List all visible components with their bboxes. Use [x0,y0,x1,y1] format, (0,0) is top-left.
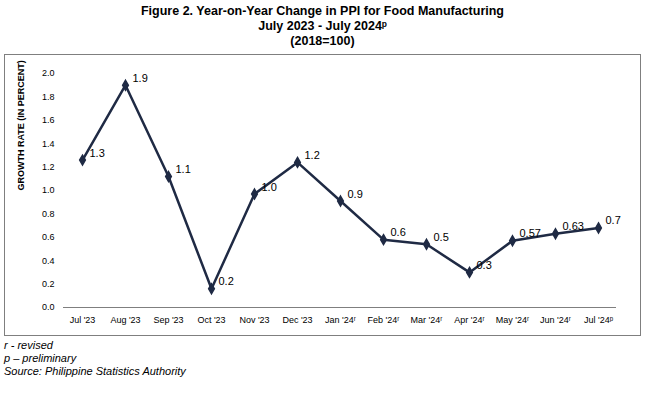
svg-text:Jun '24ʳ: Jun '24ʳ [540,315,571,325]
svg-text:0.2: 0.2 [42,279,55,289]
svg-text:1.0: 1.0 [42,185,55,195]
svg-text:Jan '24ʳ: Jan '24ʳ [325,315,356,325]
svg-text:1.2: 1.2 [305,149,320,161]
svg-text:0.5: 0.5 [434,231,449,243]
svg-text:1.4: 1.4 [42,139,55,149]
svg-text:1.0: 1.0 [262,181,277,193]
html-text:(2018=100): (2018=100) [290,34,355,48]
svg-text:0.4: 0.4 [42,256,55,266]
svg-text:Apr '24ʳ: Apr '24ʳ [454,315,484,325]
svg-text:0.3: 0.3 [477,259,492,271]
svg-text:Sep '23: Sep '23 [153,315,183,325]
svg-text:Feb '24ʳ: Feb '24ʳ [368,315,400,325]
svg-text:0.57: 0.57 [520,227,541,239]
svg-text:Aug '23: Aug '23 [110,315,140,325]
svg-text:0.8: 0.8 [42,209,55,219]
svg-text:1.9: 1.9 [133,72,148,84]
svg-text:GROWTH RATE (IN PERCENT): GROWTH RATE (IN PERCENT) [16,60,26,190]
html-text:Source: Philippine Statistics: Source: Philippine Statistics Authority [4,365,186,377]
svg-text:0.9: 0.9 [348,188,363,200]
svg-text:Dec '23: Dec '23 [282,315,312,325]
svg-text:Jul '23: Jul '23 [70,315,96,325]
svg-text:1.6: 1.6 [42,115,55,125]
svg-text:1.3: 1.3 [90,147,105,159]
svg-text:0.7: 0.7 [606,214,621,226]
svg-text:0.0: 0.0 [42,302,55,312]
html-text:r - revised: r - revised [4,339,53,351]
svg-text:0.6: 0.6 [42,232,55,242]
svg-text:0.2: 0.2 [219,275,234,287]
html-text:p – preliminary: p – preliminary [4,352,77,364]
svg-text:Mar '24ʳ: Mar '24ʳ [411,315,443,325]
svg-text:1.8: 1.8 [42,92,55,102]
svg-text:Jul '24ᵖ: Jul '24ᵖ [584,315,614,325]
svg-text:0.6: 0.6 [391,226,406,238]
svg-text:0.63: 0.63 [563,220,584,232]
html-text:Figure 2. Year-on-Year Change: Figure 2. Year-on-Year Change in PPI for… [141,4,504,18]
svg-text:1.1: 1.1 [176,163,191,175]
svg-text:1.2: 1.2 [42,162,55,172]
svg-text:2.0: 2.0 [42,68,55,78]
svg-text:Nov '23: Nov '23 [239,315,269,325]
svg-text:May '24ʳ: May '24ʳ [496,315,529,325]
svg-text:Oct '23: Oct '23 [197,315,225,325]
html-text:July 2023 - July 2024ᵖ: July 2023 - July 2024ᵖ [258,19,387,33]
